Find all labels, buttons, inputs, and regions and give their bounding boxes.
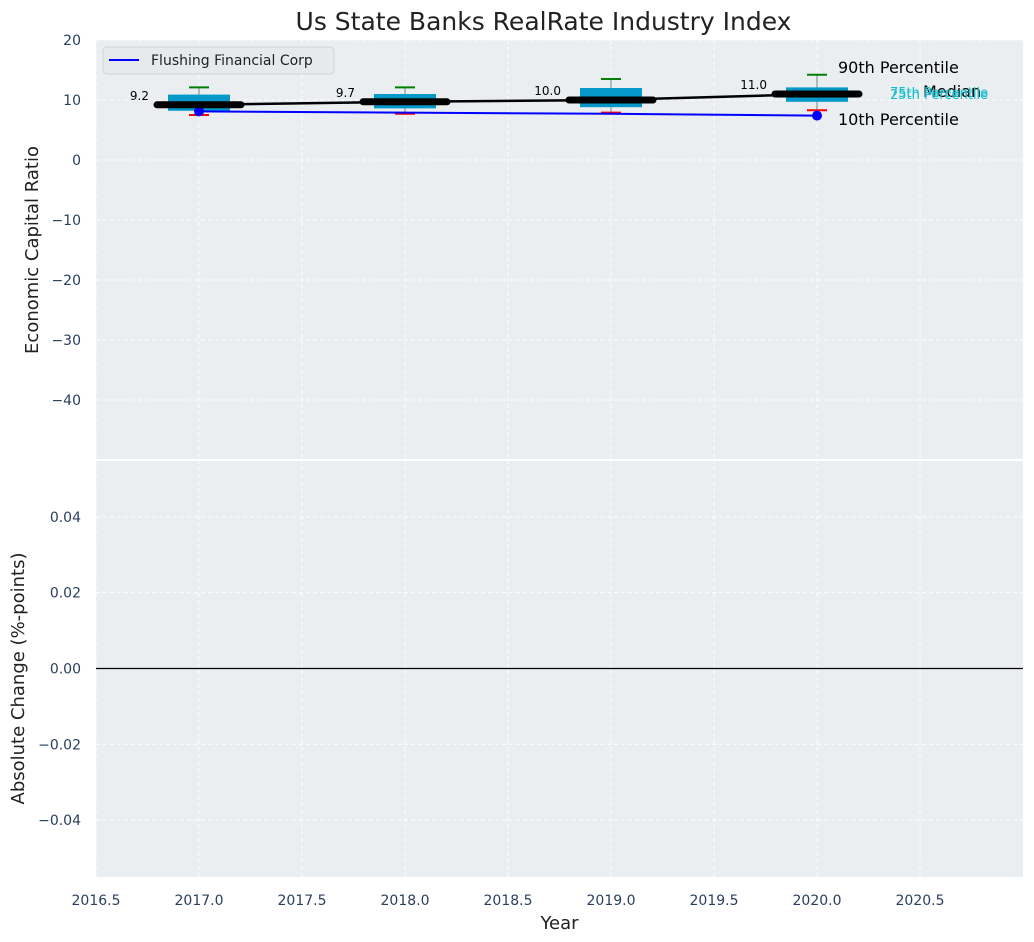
median-value-label: 9.2 — [130, 89, 149, 103]
legend: Flushing Financial Corp — [102, 46, 335, 75]
company-point — [812, 110, 822, 121]
annotation-90th-percentile: 90th Percentile — [838, 58, 959, 77]
bottom-y-tick-label: 0.00 — [50, 662, 81, 678]
bottom-y-tick-label: −0.02 — [38, 737, 81, 753]
top-y-tick-label: 20 — [63, 33, 81, 49]
legend-label-company: Flushing Financial Corp — [151, 53, 313, 69]
median-value-label: 9.7 — [336, 86, 355, 100]
top-y-axis-label: Economic Capital Ratio — [22, 146, 43, 354]
company-line — [198, 110, 818, 117]
x-axis-ticks: 2016.5 2017.0 2017.5 2018.0 2018.5 2019.0 2019… — [72, 893, 945, 909]
annotation-10th-percentile: 10th Percentile — [838, 110, 959, 129]
x-tick-label: 2019.5 — [690, 893, 739, 909]
x-tick-label: 2020.5 — [896, 893, 945, 909]
x-axis-label: Year — [539, 913, 579, 934]
bottom-y-tick-label: 0.02 — [50, 586, 81, 602]
x-tick-label: 2019.0 — [587, 893, 636, 909]
top-y-tick-label: −30 — [51, 333, 81, 349]
x-tick-label: 2018.0 — [381, 893, 430, 909]
median-value-label: 10.0 — [534, 84, 561, 98]
top-y-tick-label: 10 — [63, 93, 81, 109]
top-y-tick-label: −10 — [51, 213, 81, 229]
top-panel-background — [96, 40, 1023, 460]
annotation-25th-percentile: 25th Percentile — [890, 88, 988, 103]
annotation-median: Median — [923, 82, 981, 101]
x-tick-label: 2017.0 — [175, 893, 224, 909]
x-tick-label: 2018.5 — [484, 893, 533, 909]
top-panel-y-ticks: 20 10 0 −10 −20 −30 −40 — [51, 33, 81, 409]
top-panel-marks: 9.2 9.7 10.0 11.0 — [130, 73, 863, 121]
x-tick-label: 2016.5 — [72, 893, 121, 909]
annotation-75th-percentile: 75th Percentile — [890, 86, 988, 101]
company-point — [194, 106, 204, 117]
median-trend-line — [198, 92, 818, 107]
chart-title: Us State Banks RealRate Industry Index — [296, 7, 792, 36]
top-y-tick-label: −40 — [51, 393, 81, 409]
bottom-y-tick-label: −0.04 — [38, 813, 81, 829]
top-y-tick-label: −20 — [51, 273, 81, 289]
median-value-label: 11.0 — [740, 78, 767, 92]
legend-box — [102, 46, 335, 75]
x-tick-label: 2017.5 — [278, 893, 327, 909]
x-tick-label: 2020.0 — [793, 893, 842, 909]
bottom-panel-y-ticks: 0.04 0.02 0.00 −0.02 −0.04 — [38, 510, 81, 829]
top-y-tick-label: 0 — [72, 153, 81, 169]
bottom-y-tick-label: 0.04 — [50, 510, 81, 526]
bottom-y-axis-label: Absolute Change (%-points) — [8, 553, 29, 805]
